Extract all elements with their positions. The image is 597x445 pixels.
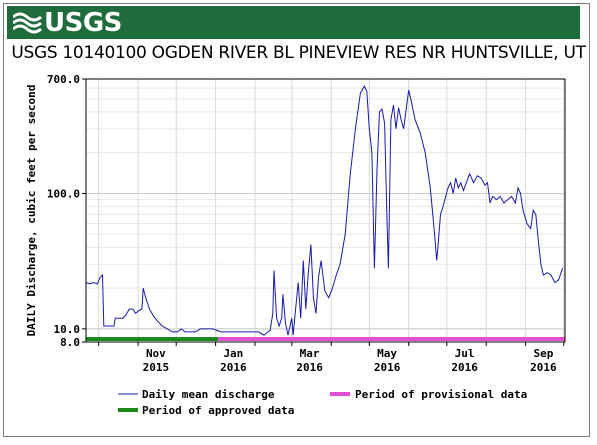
x-tick-label: Sep	[533, 347, 553, 360]
usgs-banner: USGS	[7, 6, 580, 39]
plot-border	[85, 78, 566, 343]
x-tick-label: 2016	[451, 361, 478, 374]
x-tick-label: 2016	[220, 361, 247, 374]
y-tick-label: 700.0	[47, 73, 80, 86]
y-tick-label: 100.0	[47, 187, 80, 200]
legend-label: Period of approved data	[142, 404, 294, 417]
chart-title: USGS 10140100 OGDEN RIVER BL PINEVIEW RE…	[11, 43, 586, 63]
legend-label: Daily mean discharge	[142, 388, 275, 401]
period-bar	[218, 337, 565, 341]
y-axis-label: DAILY Discharge, cubic feet per second	[25, 85, 38, 337]
x-tick-label: 2016	[374, 361, 401, 374]
plot-area	[86, 79, 565, 342]
x-tick-label: Jul	[455, 347, 475, 360]
x-tick-label: 2015	[143, 361, 170, 374]
x-tick-label: May	[377, 347, 397, 360]
period-bar	[86, 337, 219, 341]
y-tick-label: 8.0	[60, 336, 80, 349]
usgs-logo-icon	[13, 12, 42, 34]
y-tick-label: 10.0	[54, 323, 81, 336]
x-tick-label: Nov	[146, 347, 166, 360]
discharge-line	[85, 85, 563, 336]
x-tick-label: Jan	[223, 347, 243, 360]
x-tick-label: Mar	[300, 347, 320, 360]
legend-label: Period of provisional data	[355, 388, 527, 401]
usgs-logo-text: USGS	[44, 8, 122, 38]
x-tick-label: 2016	[296, 361, 323, 374]
x-tick-label: 2016	[530, 361, 557, 374]
